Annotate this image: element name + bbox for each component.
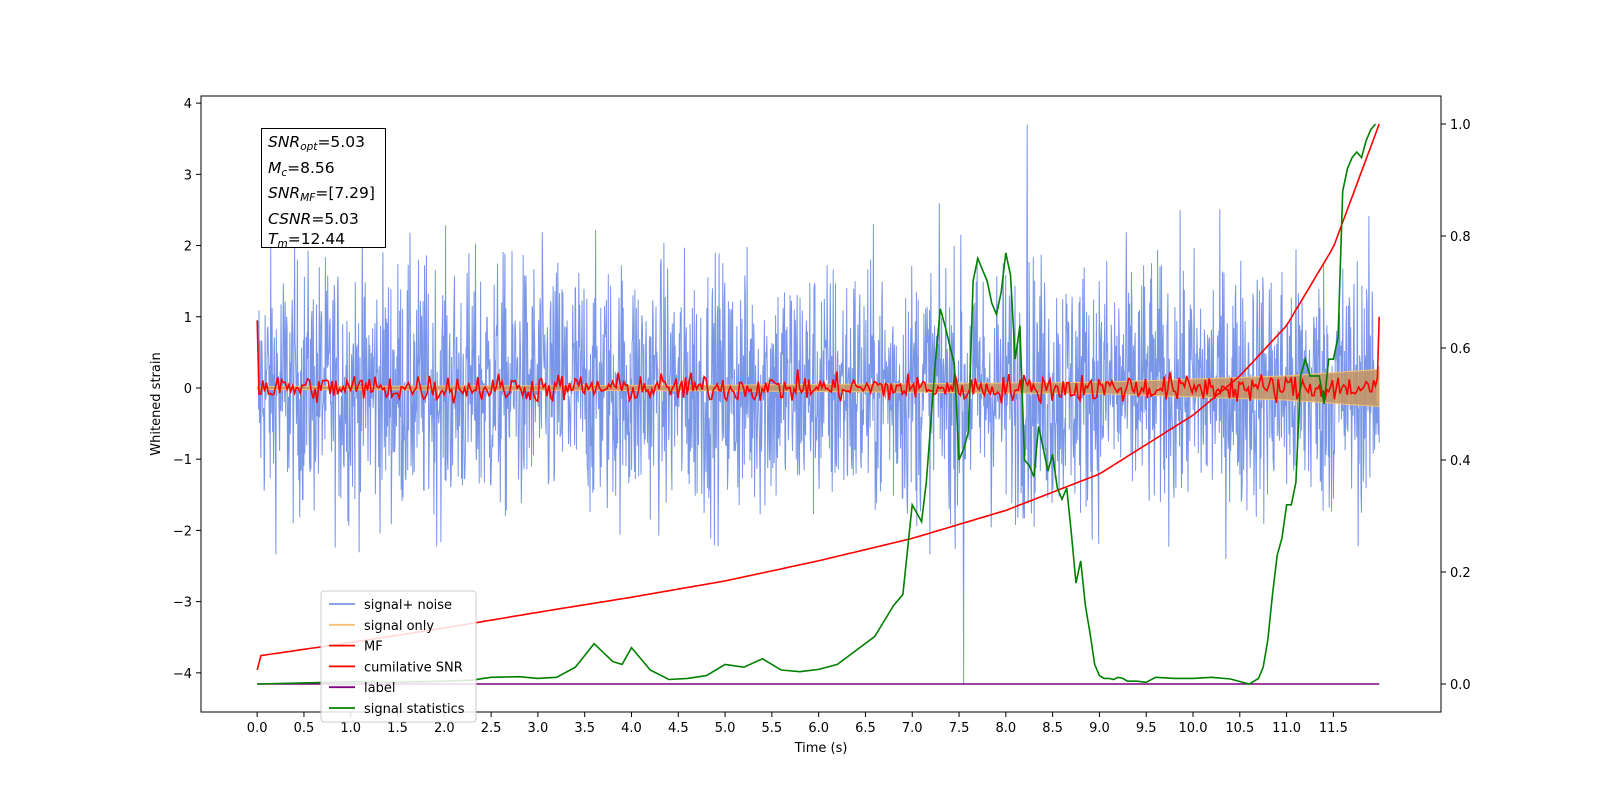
legend-label: signal statistics <box>364 702 465 717</box>
legend: signal+ noise signal only MF cumilative SNR… <box>320 590 477 723</box>
snr-mf-line: SNRMF=[7.29] <box>268 184 375 204</box>
axes: 0.0 0.5 1.0 1.5 2.0 2.5 3.0 3.5 4.0 4.5 5.0 5.5 6.0 6… <box>173 97 1471 736</box>
x-tick-label: 3.0 <box>528 721 549 736</box>
y-tick-label: 0 <box>184 382 192 397</box>
x-tick-label: 9.5 <box>1136 721 1157 736</box>
legend-label: signal+ noise <box>364 598 452 613</box>
y2-tick-label: 0.0 <box>1450 678 1471 693</box>
chirp-mass-line: Mc=8.56 <box>268 158 335 179</box>
legend-frame <box>320 590 477 723</box>
x-tick-label: 8.5 <box>1042 721 1063 736</box>
y2-tick-label: 0.2 <box>1450 566 1471 581</box>
x-tick-label: 3.5 <box>574 721 595 736</box>
legend-label: MF <box>364 640 383 655</box>
x-tick-label: 4.5 <box>668 721 689 736</box>
y-axis-label: Whitened strain <box>149 352 164 455</box>
snr-opt-line: SNRopt=5.03 <box>268 133 365 153</box>
x-tick-label: 5.5 <box>762 721 783 736</box>
x-tick-label: 1.0 <box>340 721 361 736</box>
csnr-line: CSNR=5.03 <box>268 209 359 228</box>
legend-label: cumilative SNR <box>364 660 463 675</box>
merger-time-line: Tm=12.44 <box>268 230 346 250</box>
stats-info-box: SNRopt=5.03 Mc=8.56 SNRMF=[7.29] CSNR=5.… <box>261 128 386 250</box>
x-tick-label: 1.5 <box>387 721 408 736</box>
x-tick-label: 10.0 <box>1179 721 1208 736</box>
y2-tick-label: 1.0 <box>1450 118 1471 133</box>
x-tick-label: 0.0 <box>247 721 268 736</box>
legend-label: signal only <box>364 619 434 634</box>
y2-tick-label: 0.6 <box>1450 342 1471 357</box>
y-tick-label: −1 <box>173 453 192 468</box>
x-tick-label: 6.5 <box>855 721 876 736</box>
y2-tick-label: 0.8 <box>1450 230 1471 245</box>
y2-tick-label: 0.4 <box>1450 454 1471 469</box>
y-tick-label: −4 <box>173 667 192 682</box>
x-tick-label: 6.0 <box>808 721 829 736</box>
axes-frame <box>200 95 1442 713</box>
x-tick-label: 2.0 <box>434 721 455 736</box>
x-tick-label: 11.5 <box>1319 721 1348 736</box>
x-tick-label: 11.0 <box>1272 721 1301 736</box>
y-tick-label: 4 <box>184 97 192 112</box>
y-tick-label: 2 <box>184 240 192 255</box>
series-signal-statistics <box>257 123 1377 685</box>
y-tick-label: −3 <box>173 596 192 611</box>
x-tick-label: 10.5 <box>1225 721 1254 736</box>
series-mf <box>256 316 1380 405</box>
y-tick-label: 3 <box>184 168 192 183</box>
x-tick-label: 8.0 <box>995 721 1016 736</box>
x-tick-label: 5.0 <box>715 721 736 736</box>
x-tick-label: 2.5 <box>481 721 502 736</box>
x-axis-label: Time (s) <box>794 741 848 756</box>
x-tick-label: 0.5 <box>294 721 315 736</box>
legend-label: label <box>364 681 395 696</box>
x-tick-label: 7.5 <box>949 721 970 736</box>
y-tick-label: 1 <box>184 311 192 326</box>
y-tick-label: −2 <box>173 524 192 539</box>
x-tick-label: 9.0 <box>1089 721 1110 736</box>
x-tick-label: 7.0 <box>902 721 923 736</box>
x-tick-label: 4.0 <box>621 721 642 736</box>
